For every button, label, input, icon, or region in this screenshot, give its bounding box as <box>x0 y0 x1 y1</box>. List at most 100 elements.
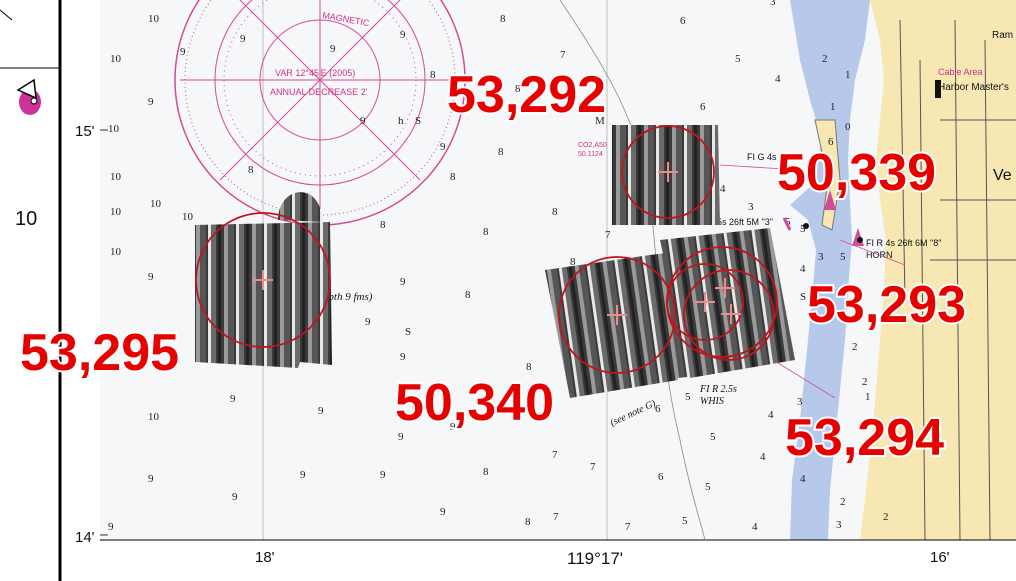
svg-text:8: 8 <box>465 289 471 301</box>
svg-text:6: 6 <box>655 403 661 415</box>
svg-text:9: 9 <box>450 421 456 433</box>
svg-text:10: 10 <box>148 411 160 423</box>
ram-label: Ram <box>992 30 1013 41</box>
svg-text:2: 2 <box>822 53 828 65</box>
land-area <box>860 0 1016 540</box>
light-fl-g-label: FI G 4s <box>747 152 777 162</box>
cross-markers <box>253 162 741 325</box>
svg-text:8: 8 <box>483 466 489 478</box>
survey-label-53294: 53,294 <box>785 409 944 467</box>
svg-text:6: 6 <box>828 136 834 148</box>
svg-text:6: 6 <box>658 471 664 483</box>
svg-text:9: 9 <box>148 96 154 108</box>
svg-text:10: 10 <box>110 206 122 218</box>
svg-text:10: 10 <box>110 171 122 183</box>
svg-text:10: 10 <box>110 53 122 65</box>
svg-text:9: 9 <box>240 33 246 45</box>
svg-text:9: 9 <box>148 473 154 485</box>
svg-text:9: 9 <box>440 141 446 153</box>
shallow-water <box>790 0 870 540</box>
svg-text:8: 8 <box>483 226 489 238</box>
svg-text:5: 5 <box>785 216 791 228</box>
svg-text:6: 6 <box>700 101 706 113</box>
svg-text:8: 8 <box>498 146 504 158</box>
svg-text:10: 10 <box>108 123 120 135</box>
co2-label: 50.1124 <box>578 151 603 158</box>
depth-note: depth 9 fms) <box>318 291 373 303</box>
lon-label-17: 119°17' <box>567 549 623 568</box>
svg-text:h: h <box>398 115 404 127</box>
swath-53295 <box>195 222 332 368</box>
svg-text:5: 5 <box>685 391 691 403</box>
circle-50340 <box>558 256 676 374</box>
svg-text:4: 4 <box>752 521 758 533</box>
svg-text:3: 3 <box>836 519 842 531</box>
margin-depth-label: 10 <box>15 208 37 230</box>
svg-text:0: 0 <box>845 121 851 133</box>
svg-text:7: 7 <box>560 49 566 61</box>
circle-53292 <box>621 125 715 219</box>
svg-text:2: 2 <box>840 496 846 508</box>
svg-text:8: 8 <box>450 171 456 183</box>
svg-text:S: S <box>800 291 806 303</box>
svg-text:9: 9 <box>400 276 406 288</box>
svg-text:1: 1 <box>865 391 871 403</box>
svg-text:5: 5 <box>710 431 716 443</box>
svg-text:7: 7 <box>625 521 631 533</box>
survey-label-50339: 50,339 <box>777 144 936 202</box>
whis-label: WHIS <box>700 396 724 407</box>
survey-label-53295: 53,295 <box>20 324 179 382</box>
svg-text:9: 9 <box>360 115 366 127</box>
survey-label-50340: 50,340 <box>395 374 554 432</box>
svg-text:8: 8 <box>515 83 521 95</box>
svg-text:7: 7 <box>605 229 611 241</box>
co-label: CO2,A50 <box>578 142 607 149</box>
svg-text:4: 4 <box>775 73 781 85</box>
svg-text:3: 3 <box>797 396 803 408</box>
light-fl-r4-label: FI R 4s 26ft 6M "8" <box>866 238 941 248</box>
compass-annual-label: ANNUAL DECREASE 2' <box>270 87 368 97</box>
cable-area-label: Cable Area <box>938 67 983 77</box>
svg-text:1: 1 <box>830 101 836 113</box>
svg-text:9: 9 <box>148 271 154 283</box>
svg-text:7: 7 <box>590 461 596 473</box>
svg-text:3: 3 <box>818 251 824 263</box>
pier-lines <box>899 19 1016 541</box>
svg-text:9: 9 <box>365 316 371 328</box>
harbor-master-label: Harbor Master's <box>938 82 1009 93</box>
svg-text:5: 5 <box>800 223 806 235</box>
svg-text:9: 9 <box>440 506 446 518</box>
svg-text:4: 4 <box>760 451 766 463</box>
svg-text:9: 9 <box>398 431 404 443</box>
margin-mark <box>0 9 13 21</box>
svg-text:4: 4 <box>800 473 806 485</box>
svg-text:10: 10 <box>182 211 194 223</box>
survey-label-53293: 53,293 <box>807 276 966 334</box>
svg-text:9: 9 <box>108 521 114 533</box>
svg-text:5: 5 <box>705 481 711 493</box>
svg-text:S: S <box>405 326 411 338</box>
light-fl-r25-label: FI R 2.5s <box>699 384 737 395</box>
svg-text:8: 8 <box>500 13 506 25</box>
compass-variation-label: VAR 12°45'E (2005) <box>275 68 355 78</box>
svg-text:9: 9 <box>400 29 406 41</box>
soundings: 10 10 10 10 10 10 10 10 9 9 9 9 9 9 8 8 … <box>108 0 889 533</box>
svg-text:9: 9 <box>300 469 306 481</box>
svg-text:3: 3 <box>748 201 754 213</box>
svg-text:10: 10 <box>110 246 122 258</box>
svg-text:7: 7 <box>552 449 558 461</box>
svg-text:1: 1 <box>845 69 851 81</box>
svg-text:8: 8 <box>552 206 558 218</box>
svg-text:9: 9 <box>230 393 236 405</box>
svg-text:9: 9 <box>380 469 386 481</box>
svg-text:8: 8 <box>380 219 386 231</box>
svg-text:8: 8 <box>526 361 532 373</box>
svg-text:9: 9 <box>180 46 186 58</box>
svg-text:9: 9 <box>330 43 336 55</box>
svg-text:3: 3 <box>770 0 776 8</box>
svg-text:4: 4 <box>768 409 774 421</box>
circle-53295 <box>195 212 331 348</box>
svg-text:2: 2 <box>883 511 889 523</box>
svg-text:2: 2 <box>862 376 868 388</box>
svg-text:8: 8 <box>570 256 576 268</box>
